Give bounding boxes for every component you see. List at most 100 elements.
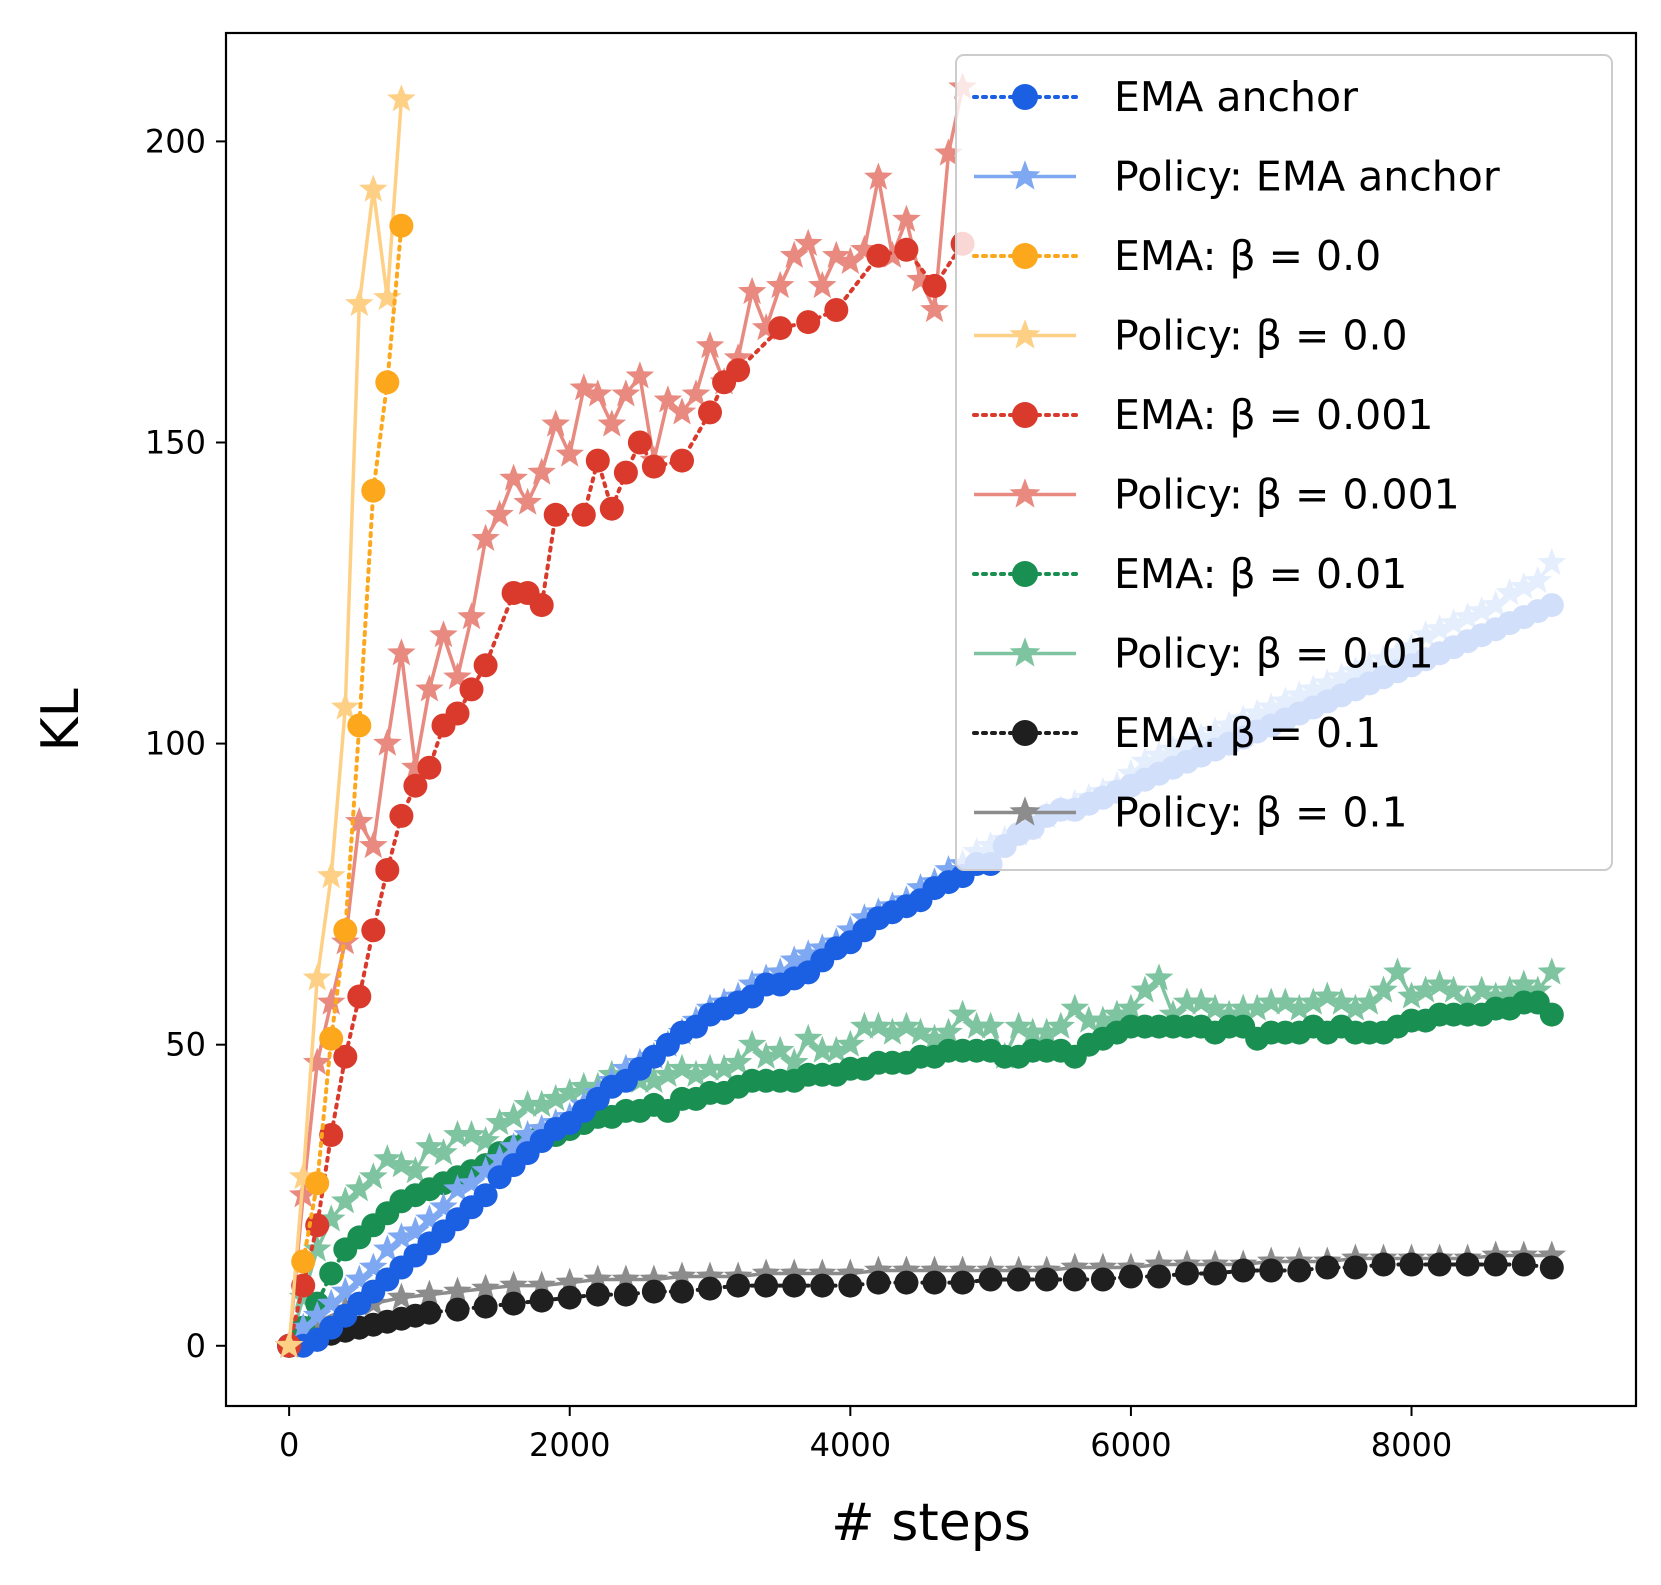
- data-point-policy-beta-0-01: [415, 1132, 444, 1160]
- data-point-policy-beta-0-01: [892, 1011, 921, 1039]
- data-point-policy-beta-0-01: [808, 1035, 837, 1063]
- legend-swatch-marker: [1009, 796, 1041, 826]
- data-point-policy-beta-0-01: [850, 1011, 879, 1039]
- data-point-policy-beta-0-001: [625, 361, 655, 389]
- legend-entry-ema-beta-0-0: EMA: β = 0.0: [972, 232, 1381, 280]
- data-point-ema-beta-0-1: [501, 1291, 526, 1316]
- data-point-policy-beta-0-01: [1341, 993, 1370, 1021]
- data-point-policy-beta-0-01: [1046, 1011, 1075, 1039]
- data-point-policy-ema-anchor: [345, 1264, 374, 1292]
- data-point-policy-beta-0-01: [569, 1071, 598, 1099]
- data-point-policy-beta-0-1: [583, 1264, 613, 1292]
- data-point-ema-beta-0-001: [403, 773, 428, 798]
- data-point-ema-beta-0-1: [1455, 1252, 1480, 1277]
- legend-swatch-marker: [1012, 402, 1038, 428]
- data-point-policy-beta-0-01: [920, 1023, 949, 1051]
- data-point-policy-ema-anchor: [808, 933, 837, 961]
- data-point-ema-beta-0-0: [361, 478, 386, 503]
- data-point-ema-beta-0-1: [641, 1279, 666, 1304]
- data-point-policy-beta-0-01: [345, 1174, 374, 1202]
- data-point-policy-ema-anchor: [443, 1174, 472, 1202]
- data-point-policy-beta-0-001: [878, 240, 907, 268]
- data-point-policy-beta-0-1: [443, 1276, 472, 1304]
- data-point-policy-beta-0-001: [920, 295, 949, 323]
- data-point-policy-beta-0-01: [1186, 987, 1216, 1015]
- data-point-ema-beta-0-001: [585, 448, 610, 473]
- data-point-ema-beta-0-1: [1062, 1267, 1087, 1292]
- data-point-policy-beta-0-001: [779, 240, 809, 268]
- data-point-policy-beta-0-01: [948, 999, 977, 1027]
- data-point-ema-beta-0-001: [417, 755, 442, 780]
- data-point-ema-beta-0-1: [894, 1270, 919, 1295]
- data-point-policy-beta-0-1: [695, 1261, 725, 1289]
- data-point-policy-beta-0-01: [1495, 975, 1524, 1003]
- data-point-policy-beta-0-1: [808, 1258, 837, 1286]
- data-point-policy-beta-0-01: [1242, 993, 1272, 1021]
- data-point-policy-beta-0-1: [639, 1264, 669, 1292]
- data-point-policy-beta-0-001: [443, 662, 472, 690]
- data-point-ema-beta-0-001: [361, 918, 386, 943]
- data-point-policy-beta-0-001: [864, 162, 893, 190]
- data-point-policy-beta-0-01: [765, 1035, 795, 1063]
- data-point-policy-ema-anchor: [302, 1300, 332, 1328]
- data-point-policy-beta-0-01: [1285, 993, 1314, 1021]
- data-point-policy-ema-anchor: [499, 1132, 528, 1160]
- legend-entry-ema-beta-0-1: EMA: β = 0.1: [972, 709, 1381, 757]
- data-point-policy-ema-anchor: [485, 1144, 514, 1172]
- data-point-policy-beta-0-0: [288, 1162, 318, 1190]
- data-point-ema-beta-0-001: [291, 1273, 316, 1298]
- data-point-policy-ema-anchor: [765, 957, 795, 985]
- data-point-policy-beta-0-01: [723, 1047, 753, 1075]
- data-point-ema-beta-0-001: [333, 1044, 358, 1069]
- legend-swatch-marker: [1012, 84, 1038, 110]
- data-point-policy-beta-0-0: [274, 1330, 304, 1358]
- data-point-policy-beta-0-01: [485, 1108, 514, 1136]
- data-point-ema-beta-0-1: [1539, 1255, 1564, 1280]
- data-point-policy-beta-0-001: [359, 831, 388, 859]
- data-point-policy-beta-0-001: [667, 397, 697, 425]
- data-point-policy-beta-0-01: [1158, 999, 1188, 1027]
- data-point-policy-beta-0-01: [794, 1023, 823, 1051]
- legend-swatch-marker: [1009, 637, 1041, 667]
- data-point-ema-beta-0-1: [1175, 1261, 1199, 1286]
- legend-entry-policy-ema-anchor: Policy: EMA anchor: [974, 153, 1500, 201]
- legend-box: [955, 54, 1613, 871]
- data-point-ema-beta-0-1: [473, 1294, 498, 1319]
- data-point-policy-beta-0-01: [1102, 999, 1132, 1027]
- data-point-policy-beta-0-0: [317, 861, 346, 889]
- series-ema-beta-0-0: [291, 213, 414, 1274]
- legend-label: EMA: β = 0.001: [1114, 391, 1433, 439]
- data-point-policy-ema-anchor: [513, 1120, 542, 1148]
- data-point-policy-ema-anchor: [288, 1312, 318, 1340]
- data-point-policy-beta-0-001: [723, 343, 753, 371]
- data-point-policy-beta-0-01: [1397, 981, 1426, 1009]
- data-point-policy-beta-0-01: [878, 1017, 907, 1045]
- legend-swatch-marker: [1009, 160, 1041, 190]
- data-point-policy-beta-0-01: [317, 1204, 346, 1232]
- data-point-policy-beta-0-01: [1453, 987, 1482, 1015]
- data-point-ema-beta-0-1: [1006, 1267, 1031, 1292]
- data-point-ema-beta-0-1: [1315, 1255, 1340, 1280]
- data-point-policy-beta-0-1: [555, 1267, 584, 1295]
- series-line-ema-beta-0-0: [301, 223, 404, 1264]
- data-point-policy-beta-0-01: [555, 1077, 584, 1105]
- data-point-policy-ema-anchor: [836, 915, 865, 943]
- data-point-ema-beta-0-0: [375, 370, 400, 395]
- legend-entry-ema-beta-0-001: EMA: β = 0.001: [972, 391, 1433, 439]
- data-point-ema-beta-0-001: [670, 448, 694, 473]
- data-point-policy-beta-0-01: [457, 1120, 486, 1148]
- data-point-policy-beta-0-01: [1228, 993, 1258, 1021]
- legend-entry-policy-beta-0-01: Policy: β = 0.01: [974, 630, 1434, 678]
- data-point-ema-beta-0-1: [922, 1270, 947, 1295]
- data-point-policy-beta-0-1: [387, 1282, 416, 1310]
- data-point-policy-beta-0-01: [836, 1029, 865, 1057]
- data-point-policy-beta-0-01: [1467, 975, 1496, 1003]
- legend-label: EMA: β = 0.01: [1114, 550, 1407, 598]
- data-point-ema-beta-0-001: [768, 316, 793, 341]
- data-point-policy-beta-0-001: [345, 806, 374, 834]
- legend-label: EMA: β = 0.0: [1114, 232, 1381, 280]
- data-point-ema-beta-0-001: [866, 243, 891, 268]
- data-point-policy-beta-0-01: [1088, 1005, 1118, 1033]
- data-point-ema-beta-0-1: [1090, 1267, 1115, 1292]
